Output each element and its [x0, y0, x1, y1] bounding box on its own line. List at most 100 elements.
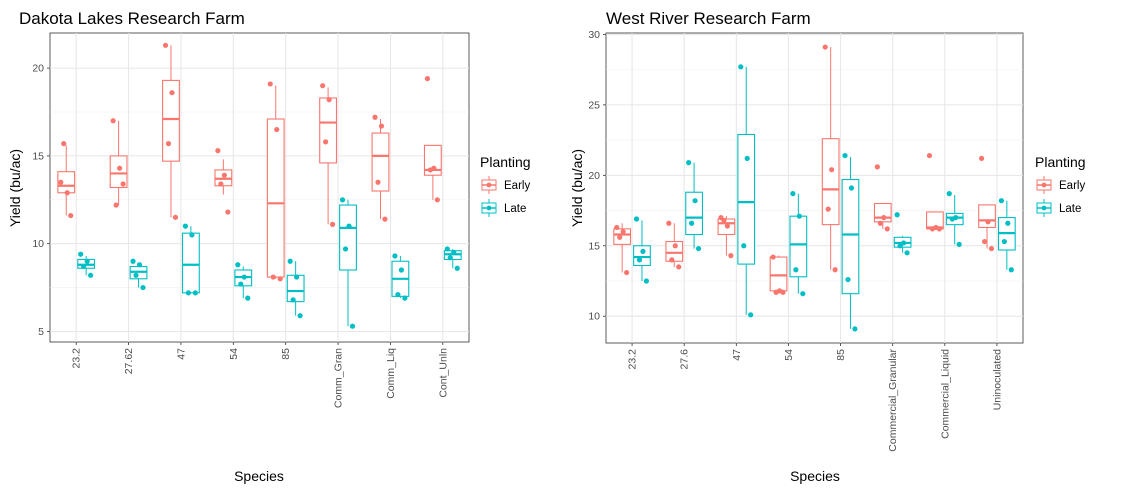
x-tick-label: 47 [175, 348, 187, 360]
data-point-late [738, 64, 744, 70]
data-point-early [832, 267, 838, 273]
data-point-late [842, 152, 848, 159]
data-point-late [245, 295, 251, 301]
box-body [737, 133, 756, 265]
box-body [769, 256, 788, 292]
data-point-early [926, 152, 933, 159]
data-point-early [427, 167, 433, 173]
y-tick-label: 15 [32, 150, 44, 162]
x-tick-label: Commercial_Liquid [939, 349, 951, 439]
x-ticks-west-river: 23.2 27.6 47 54 85 Commercial_Granular Commerc… [627, 343, 1003, 452]
x-tick-label: 47 [731, 349, 743, 361]
data-point-early [215, 148, 221, 154]
x-tick-label: Uninoculated [991, 349, 1003, 410]
data-point-early [221, 172, 227, 178]
data-point-late [447, 255, 453, 261]
data-point-late [636, 257, 643, 263]
data-point-late [640, 248, 646, 255]
y-ticks-dakota-lakes: 5 10 15 20 [32, 63, 50, 338]
data-point-early [58, 179, 64, 185]
data-point-late [392, 253, 398, 259]
data-point-early [117, 165, 123, 171]
data-point-early [728, 253, 734, 259]
y-tick-label: 20 [588, 170, 600, 182]
data-point-early [770, 254, 776, 260]
data-point-late [686, 160, 692, 166]
x-tick-label: Comm_Liq [385, 348, 397, 399]
data-point-early [61, 141, 67, 147]
box-early [214, 159, 233, 195]
data-point-late [790, 191, 796, 197]
data-point-early [936, 226, 942, 232]
data-point-late [349, 323, 356, 329]
chart-title-west-river: West River Research Farm [606, 9, 811, 28]
box-body [841, 178, 860, 295]
x-tick-label: 85 [835, 349, 847, 361]
data-point-late [84, 258, 90, 264]
x-tick-label: 27.62 [123, 348, 135, 374]
data-point-early [165, 141, 172, 147]
data-point-early [988, 245, 995, 252]
box-early [665, 223, 684, 267]
data-point-early [68, 212, 74, 219]
box-late [286, 261, 305, 316]
data-point-late [185, 290, 192, 296]
data-point-late [133, 272, 139, 278]
y-tick-label: 5 [38, 326, 44, 338]
data-point-late [294, 274, 300, 280]
points-dakota-lakes [58, 42, 460, 329]
data-point-late [192, 290, 198, 296]
legend-key-point [486, 205, 492, 211]
data-point-early [329, 221, 336, 227]
data-point-early [877, 220, 883, 226]
data-point-early [780, 289, 786, 295]
legend-item-late: Late [1036, 199, 1081, 217]
data-point-late [297, 313, 303, 319]
box-body [633, 245, 651, 267]
data-point-early [617, 234, 623, 240]
box-body [789, 215, 808, 278]
box-body [821, 138, 840, 226]
data-point-early [162, 42, 169, 48]
legend-label: Late [504, 203, 526, 215]
data-point-late [695, 245, 702, 252]
data-point-early [326, 97, 332, 103]
data-point-early [218, 181, 224, 187]
data-point-early [829, 167, 835, 173]
data-point-early [267, 81, 273, 87]
legend-item-early: Early [1036, 176, 1085, 194]
data-point-early [424, 76, 430, 82]
data-point-late [78, 251, 84, 257]
data-point-late [1005, 220, 1011, 226]
data-point-late [130, 258, 136, 264]
box-body [339, 204, 357, 271]
box-early [162, 45, 180, 218]
data-point-early [874, 164, 880, 170]
data-point-early [981, 238, 988, 245]
data-point-late [235, 262, 241, 268]
data-point-early [113, 202, 119, 208]
data-point-early [724, 223, 730, 229]
y-tick-label: 10 [588, 311, 600, 323]
data-point-late [402, 295, 408, 301]
data-point-late [998, 198, 1004, 204]
data-point-late [897, 243, 903, 249]
data-point-late [140, 284, 146, 291]
data-point-early [382, 216, 388, 222]
data-point-early [277, 276, 283, 282]
boxes-west-river [613, 47, 1016, 329]
x-tick-label: 27.6 [679, 349, 691, 370]
data-point-late [796, 213, 802, 219]
data-point-late [290, 297, 296, 303]
legend-item-late: Late [481, 199, 526, 217]
data-point-late [852, 326, 858, 332]
boxes-dakota-lakes [57, 45, 462, 327]
x-tick-label: Commercial_Granular [887, 349, 899, 452]
box-body [665, 240, 684, 262]
y-tick-label: 25 [588, 99, 600, 111]
data-point-early [672, 243, 678, 249]
data-point-late [800, 291, 806, 297]
box-body [162, 79, 180, 162]
